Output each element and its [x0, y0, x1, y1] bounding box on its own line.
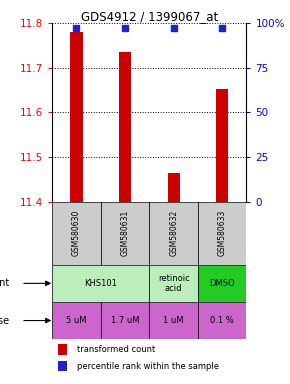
Bar — [216, 89, 228, 202]
Bar — [58, 344, 67, 355]
Text: percentile rank within the sample: percentile rank within the sample — [77, 362, 220, 371]
Bar — [198, 202, 246, 265]
Text: KHS101: KHS101 — [84, 279, 117, 288]
Bar — [149, 202, 198, 265]
Bar — [198, 265, 246, 302]
Bar — [58, 361, 67, 371]
Text: GSM580631: GSM580631 — [121, 210, 130, 256]
Text: dose: dose — [0, 316, 10, 326]
Text: 0.1 %: 0.1 % — [210, 316, 234, 325]
Text: GSM580633: GSM580633 — [218, 210, 227, 257]
Bar — [168, 174, 180, 202]
Text: 5 uM: 5 uM — [66, 316, 87, 325]
Text: DMSO: DMSO — [209, 279, 235, 288]
Text: transformed count: transformed count — [77, 345, 156, 354]
Bar — [101, 202, 149, 265]
Text: GSM580630: GSM580630 — [72, 210, 81, 257]
Bar — [52, 202, 101, 265]
Bar — [101, 302, 149, 339]
Text: 1 uM: 1 uM — [163, 316, 184, 325]
Bar — [149, 302, 198, 339]
Bar — [52, 265, 149, 302]
Text: agent: agent — [0, 278, 10, 288]
Text: GSM580632: GSM580632 — [169, 210, 178, 256]
Text: retinoic
acid: retinoic acid — [158, 274, 189, 293]
Bar — [70, 32, 83, 202]
Bar — [149, 265, 198, 302]
Text: 1.7 uM: 1.7 uM — [111, 316, 139, 325]
Bar — [198, 302, 246, 339]
Title: GDS4912 / 1399067_at: GDS4912 / 1399067_at — [81, 10, 218, 23]
Bar — [119, 52, 131, 202]
Bar — [52, 302, 101, 339]
